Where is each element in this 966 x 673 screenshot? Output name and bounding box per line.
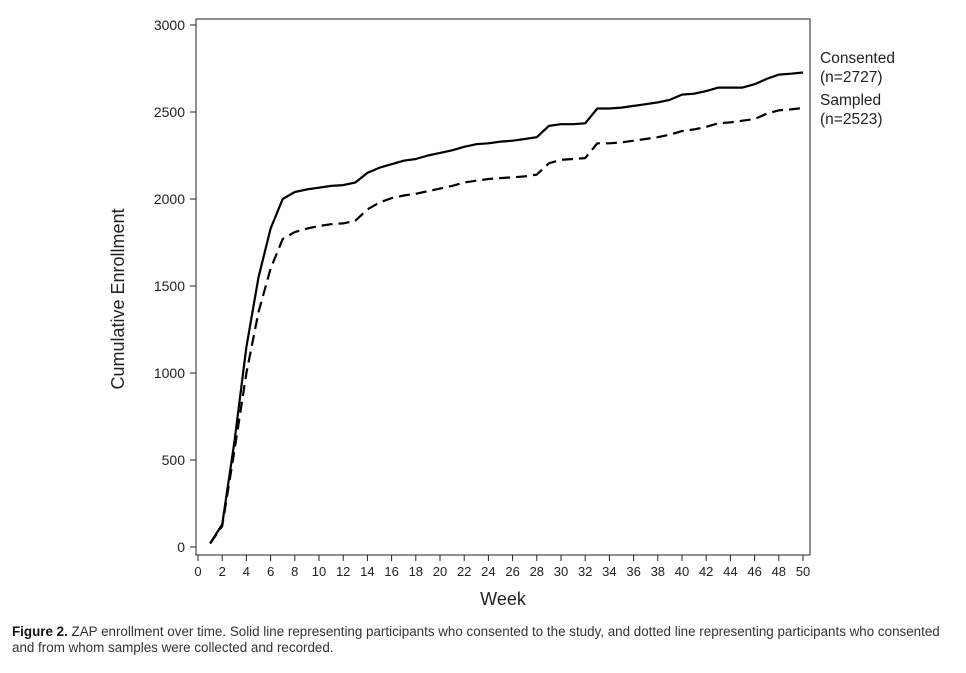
x-tick-label: 42	[699, 564, 713, 579]
series-line-sampled	[209, 106, 804, 545]
x-tick-label: 50	[796, 564, 810, 579]
x-tick-label: 36	[626, 564, 640, 579]
x-tick-label: 8	[291, 564, 298, 579]
y-tick-label: 1000	[154, 365, 185, 381]
x-tick-label: 44	[723, 564, 737, 579]
y-axis-label: Cumulative Enrollment	[108, 208, 128, 389]
x-tick-label: 32	[578, 564, 592, 579]
x-tick-label: 22	[457, 564, 471, 579]
x-axis-label: Week	[480, 589, 527, 609]
x-tick-label: 38	[651, 564, 665, 579]
x-tick-label: 2	[219, 564, 226, 579]
x-tick-label: 16	[384, 564, 398, 579]
x-tick-label: 30	[554, 564, 568, 579]
x-tick-label: 20	[433, 564, 447, 579]
x-tick-label: 0	[194, 564, 201, 579]
y-tick-label: 2000	[154, 191, 185, 207]
plot-frame	[195, 18, 811, 556]
x-tick-label: 12	[336, 564, 350, 579]
series-label-consented-line-1: Consented	[820, 50, 895, 67]
x-tick-label: 48	[772, 564, 786, 579]
plot-series	[209, 71, 804, 545]
series-label-sampled-line-2: (n=2523)	[820, 111, 882, 128]
x-tick-label: 24	[481, 564, 495, 579]
y-tick-label: 500	[162, 452, 186, 468]
y-tick-label: 3000	[154, 17, 185, 33]
figure-caption: Figure 2. ZAP enrollment over time. Soli…	[12, 624, 957, 656]
x-tick-label: 4	[243, 564, 250, 579]
figure-caption-label: Figure 2.	[12, 624, 68, 639]
series-line-consented	[209, 71, 804, 545]
y-tick-label: 0	[177, 539, 185, 555]
x-tick-label: 46	[747, 564, 761, 579]
x-tick-label: 34	[602, 564, 616, 579]
figure-caption-text: ZAP enrollment over time. Solid line rep…	[12, 624, 940, 655]
y-tick-label: 1500	[154, 278, 185, 294]
x-tick-label: 14	[360, 564, 374, 579]
x-tick-label: 26	[505, 564, 519, 579]
series-label-sampled-line-1: Sampled	[820, 92, 881, 109]
x-tick-label: 6	[267, 564, 274, 579]
x-tick-label: 40	[675, 564, 689, 579]
x-tick-label: 18	[409, 564, 423, 579]
x-tick-label: 28	[530, 564, 544, 579]
y-tick-label: 2500	[154, 104, 185, 120]
x-tick-label: 10	[312, 564, 326, 579]
series-labels: Consented (n=2727) Sampled (n=2523)	[820, 50, 895, 128]
y-axis-ticks: 0 500 1000 1500 2000 2500 3000	[154, 17, 196, 555]
series-label-consented-line-2: (n=2727)	[820, 69, 882, 86]
x-axis-ticks: 0 2 4 6 8 10 12 14 16 18 20 22 24 26 28 30 32 34 36 38 40 42 4…	[194, 555, 810, 579]
